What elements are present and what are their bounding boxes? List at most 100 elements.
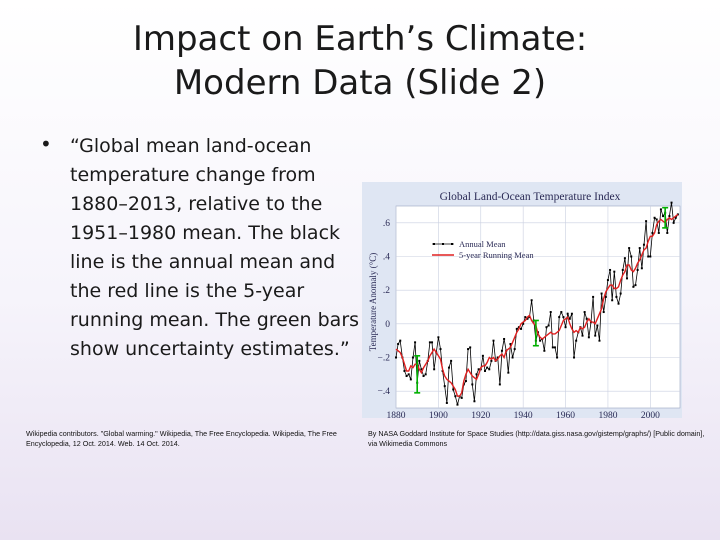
annual-mean-point <box>674 216 677 219</box>
annual-mean-point <box>647 255 650 258</box>
citation-left: Wikipedia contributors. "Global warming.… <box>26 429 337 448</box>
legend-annual-marker <box>433 243 435 245</box>
annual-mean-point <box>431 341 434 344</box>
annual-mean-point <box>447 366 450 369</box>
annual-mean-point <box>511 356 514 359</box>
annual-mean-point <box>547 324 550 327</box>
annual-mean-point <box>498 383 501 386</box>
annual-mean-point <box>484 369 487 372</box>
annual-mean-point <box>649 255 652 258</box>
annual-mean-point <box>524 316 527 319</box>
annual-mean-point <box>551 346 554 349</box>
annual-mean-point <box>450 359 453 362</box>
annual-mean-point <box>467 348 470 351</box>
annual-mean-point <box>581 334 584 337</box>
annual-mean-point <box>526 317 529 320</box>
annual-mean-point <box>513 348 516 351</box>
annual-mean-point <box>445 401 448 404</box>
y-axis-label: Temperature Anomaly (°C) <box>368 253 378 351</box>
y-tick-label: 0 <box>385 320 390 330</box>
x-tick-label: 1900 <box>429 411 448 418</box>
annual-mean-point <box>395 356 397 359</box>
annual-mean-point <box>460 396 463 399</box>
annual-mean-point <box>558 316 561 319</box>
x-tick-label: 2000 <box>641 411 660 418</box>
annual-mean-point <box>496 356 499 359</box>
annual-mean-point <box>592 295 595 298</box>
x-tick-label: 1980 <box>598 411 617 418</box>
annual-mean-point <box>587 336 590 339</box>
annual-mean-point <box>439 348 442 351</box>
annual-mean-point <box>628 247 631 250</box>
annual-mean-point <box>471 383 474 386</box>
temperature-chart: Global Land-Ocean Temperature Index Temp… <box>362 182 682 421</box>
annual-mean-point <box>452 388 455 391</box>
annual-mean-point <box>486 366 489 369</box>
annual-mean-point <box>653 216 656 219</box>
annual-mean-point <box>615 295 618 298</box>
annual-mean-point <box>564 326 567 329</box>
annual-mean-point <box>632 285 635 288</box>
annual-mean-point <box>662 215 665 218</box>
annual-mean-point <box>556 356 559 359</box>
y-tick-label: .2 <box>383 286 390 296</box>
annual-mean-point <box>409 378 412 381</box>
annual-mean-point <box>428 341 431 344</box>
annual-mean-point <box>638 247 641 250</box>
annual-mean-point <box>503 337 506 340</box>
annual-mean-point <box>630 255 633 258</box>
annual-mean-point <box>437 336 440 339</box>
annual-mean-point <box>407 373 410 376</box>
slide-title: Impact on Earth’s Climate: Modern Data (… <box>40 18 680 105</box>
annual-mean-point <box>420 368 423 371</box>
annual-mean-point <box>611 299 614 302</box>
annual-mean-point <box>651 231 654 234</box>
annual-mean-point <box>545 326 548 329</box>
annual-mean-point <box>549 311 552 314</box>
annual-mean-point <box>490 359 493 362</box>
bullet-text: “Global mean land-ocean temperature chan… <box>70 135 360 360</box>
annual-mean-point <box>522 322 525 325</box>
legend-annual-label: Annual Mean <box>459 239 506 249</box>
annual-mean-point <box>596 324 599 327</box>
annual-mean-point <box>623 257 626 260</box>
annual-mean-point <box>405 375 408 378</box>
annual-mean-point <box>570 312 573 315</box>
chart-svg: Global Land-Ocean Temperature Index Temp… <box>362 182 682 421</box>
annual-mean-point <box>403 369 406 372</box>
annual-mean-point <box>583 311 586 314</box>
annual-mean-point <box>604 295 607 298</box>
annual-mean-point <box>464 380 467 383</box>
title-line-2: Modern Data (Slide 2) <box>173 62 547 103</box>
annual-mean-point <box>566 312 569 315</box>
y-tick-label: .6 <box>383 219 390 229</box>
chart-title: Global Land-Ocean Temperature Index <box>440 191 621 203</box>
annual-mean-point <box>433 368 436 371</box>
annual-mean-point <box>657 231 660 234</box>
x-tick-label: 1920 <box>471 411 490 418</box>
annual-mean-point <box>655 218 658 221</box>
annual-mean-point <box>594 334 597 337</box>
annual-mean-point <box>585 317 588 320</box>
legend-annual-marker <box>442 243 444 245</box>
annual-mean-point <box>670 201 673 204</box>
plot-area: 1880 1900 1920 1940 1960 1980 2000 −.4 −.2 0 .2 .4.… <box>378 201 681 421</box>
annual-mean-point <box>642 243 645 246</box>
annual-mean-point <box>507 371 510 374</box>
x-tick-label: 1880 <box>387 411 406 418</box>
citation-right: By NASA Goddard Institute for Space Stud… <box>368 429 705 448</box>
annual-mean-point <box>443 385 446 388</box>
annual-mean-point <box>562 316 565 319</box>
annual-mean-point <box>672 221 675 224</box>
annual-mean-point <box>418 359 421 362</box>
annual-mean-point <box>515 327 518 330</box>
annual-mean-point <box>553 346 556 349</box>
annual-mean-point <box>500 349 503 352</box>
annual-mean-point <box>422 375 425 378</box>
annual-mean-point <box>598 339 601 342</box>
running-mean-line <box>395 213 679 397</box>
annual-mean-point <box>568 317 571 320</box>
annual-mean-point <box>602 311 605 314</box>
annual-mean-point <box>543 349 546 352</box>
annual-mean-point <box>613 270 616 273</box>
